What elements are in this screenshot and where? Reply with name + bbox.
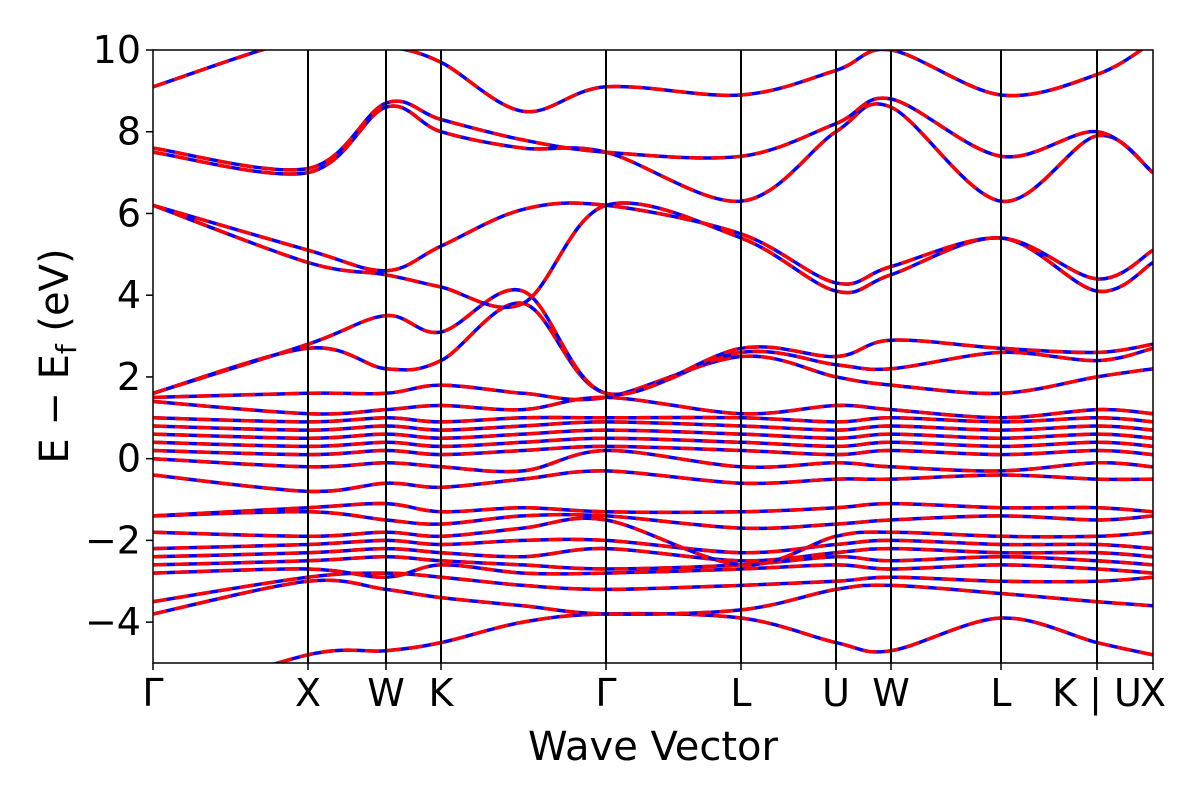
x-tick-label-4: Γ [595, 671, 616, 715]
x-tick-label-5: L [730, 671, 751, 715]
x-tick-label-0: Γ [142, 671, 163, 715]
band-line-10-red [153, 469, 1153, 494]
y-axis-label: E − Ef (eV) [32, 248, 83, 463]
y-tick-label-4: 4 [117, 273, 141, 317]
y-tick-label-2: 0 [117, 437, 141, 481]
band-line-3-red [153, 563, 1153, 579]
band-line-22-red [153, 201, 1153, 286]
band-line-21-red [153, 201, 1153, 310]
band-line-8-red [153, 509, 1153, 531]
y-tick-label-1: −2 [85, 518, 141, 562]
x-tick-label-9: K | U [1052, 671, 1142, 716]
x-tick-label-8: L [990, 671, 1011, 715]
band-line-17-red [153, 395, 1153, 420]
y-tick-label-5: 6 [117, 191, 141, 235]
plot-frame [152, 49, 1154, 664]
y-tick-label-3: 2 [117, 355, 141, 399]
x-tick-label-7: W [872, 671, 910, 715]
band-line-25-red [153, 50, 1145, 114]
x-axis-label: Wave Vector [528, 724, 779, 770]
band-line-23-red [153, 102, 1153, 203]
y-tick-label-6: 8 [117, 110, 141, 154]
x-tick-label-1: X [295, 671, 321, 715]
band-line-11-red [153, 448, 1153, 474]
x-tick-label-10: X [1140, 671, 1166, 715]
x-tick-label-6: U [822, 671, 850, 715]
band-line-5-red [153, 546, 1153, 563]
kpoint-lines [307, 50, 1098, 663]
y-tick-label-0: −4 [85, 600, 141, 644]
x-tick-label-2: W [367, 671, 405, 715]
y-tick-label-7: 10 [93, 28, 141, 72]
x-tick-label-3: K [429, 671, 455, 715]
band-line-20-red [153, 287, 1153, 397]
band-line-1-red [153, 578, 1153, 616]
y-ticks: −4 −2 0 2 4 6 8 10 [85, 28, 153, 644]
